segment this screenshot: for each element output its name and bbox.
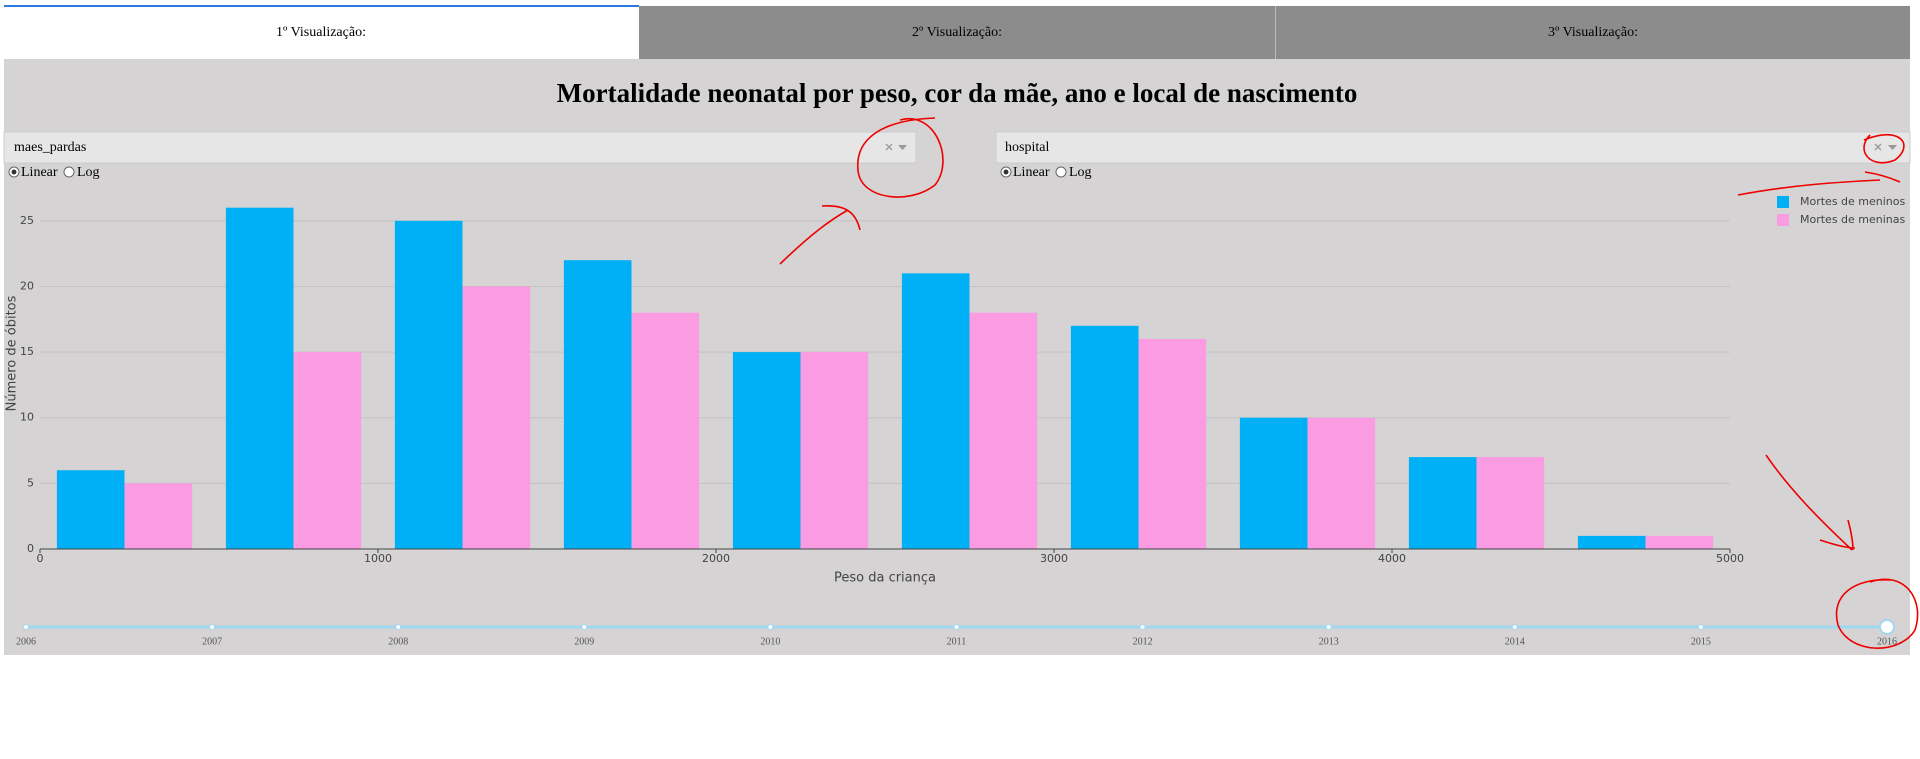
slider-label: 2014 <box>1505 636 1525 647</box>
tab-label: 3º Visualização: <box>1548 25 1638 40</box>
x-tick-label: 2000 <box>702 552 730 565</box>
tab[interactable] <box>1276 6 1910 59</box>
bar <box>394 220 463 549</box>
annotations <box>779 117 1919 649</box>
bar <box>462 286 531 549</box>
x-tick-label: 5000 <box>1716 552 1744 565</box>
x-tick-label: 0 <box>37 552 44 565</box>
y-tick-label: 15 <box>20 345 34 358</box>
dropdown-value: hospital <box>1005 140 1049 155</box>
slider-label: 2007 <box>202 636 222 647</box>
slider-dot <box>953 624 960 630</box>
bar <box>1307 417 1376 549</box>
bar <box>1645 535 1714 549</box>
bar <box>631 312 700 549</box>
x-axis-label: Peso da criança <box>834 571 936 586</box>
legend-label: Mortes de meninas <box>1800 213 1906 226</box>
slider-label: 2011 <box>947 636 967 647</box>
radio-label: Log <box>1069 165 1092 180</box>
slider-dot <box>1511 624 1518 630</box>
y-tick-label: 25 <box>20 214 34 227</box>
dropdown[interactable] <box>3 131 917 164</box>
bar <box>1138 338 1207 549</box>
legend-label: Mortes de meninos <box>1800 195 1906 208</box>
x-tick-label: 1000 <box>364 552 392 565</box>
clear-icon[interactable] <box>1874 143 1882 151</box>
bar <box>1239 417 1308 549</box>
slider-label: 2015 <box>1691 636 1711 647</box>
bar <box>56 470 125 549</box>
slider-label: 2006 <box>16 636 36 647</box>
radio-label: Linear <box>21 165 58 180</box>
clear-icon[interactable] <box>885 143 893 151</box>
slider-label: 2008 <box>388 636 408 647</box>
slider-handle[interactable] <box>1879 619 1895 635</box>
annotation-circle <box>1863 134 1905 164</box>
bar <box>124 483 193 549</box>
arrow-icon[interactable] <box>1888 145 1897 150</box>
dropdown-value: maes_pardas <box>14 140 86 155</box>
slider-dot <box>1325 624 1332 630</box>
bar <box>225 207 294 549</box>
tab[interactable] <box>639 6 1275 59</box>
bar <box>732 352 801 549</box>
bar <box>1476 457 1545 549</box>
y-tick-label: 0 <box>27 542 34 555</box>
radio-dot <box>11 169 17 175</box>
slider-dot <box>1139 624 1146 630</box>
slider-dot <box>767 624 774 630</box>
tab-label: 1º Visualização: <box>276 25 366 40</box>
bar <box>563 260 632 549</box>
dropdown[interactable] <box>995 131 1911 164</box>
y-tick-label: 20 <box>20 279 34 292</box>
radio[interactable] <box>1055 166 1067 178</box>
annotation-circle <box>1835 578 1919 649</box>
bar <box>901 273 970 549</box>
annotation-arrow <box>1765 454 1856 551</box>
annotation-arrow <box>1737 171 1901 196</box>
tab-active[interactable] <box>4 6 639 59</box>
chart: 0 5 10 15 20 25 0 1000 2000 3000 4000 5000 Peso da c… <box>5 195 1906 586</box>
bar <box>800 352 869 549</box>
slider-label: 2010 <box>760 636 780 647</box>
legend-swatch <box>1777 214 1789 226</box>
annotation-circle <box>857 117 944 198</box>
radio-label: Log <box>77 165 100 180</box>
slider-label: 2012 <box>1133 636 1153 647</box>
x-tick-label: 3000 <box>1040 552 1068 565</box>
slider-dot <box>581 624 588 630</box>
slider-dot <box>1697 624 1704 630</box>
page-title: Mortalidade neonatal por peso, cor da mã… <box>557 78 1358 108</box>
radio-label: Linear <box>1013 165 1050 180</box>
bar <box>969 312 1038 549</box>
y-tick-label: 10 <box>20 411 34 424</box>
tab-label: 2º Visualização: <box>912 25 1002 40</box>
slider-dot <box>209 624 216 630</box>
bar <box>293 352 362 549</box>
slider-label: 2016 <box>1877 636 1897 647</box>
slider: 2006 2007 2008 2009 2010 2011 2012 2013 2014 2015… <box>16 619 1897 647</box>
slider-dot <box>23 624 29 630</box>
bar <box>1408 457 1477 549</box>
radio[interactable] <box>63 166 75 178</box>
bar <box>1070 325 1139 549</box>
y-axis-label: Número de óbitos <box>5 295 20 411</box>
annotation-arrow <box>779 205 861 265</box>
legend-swatch <box>1777 196 1789 208</box>
arrow-icon[interactable] <box>898 145 907 150</box>
radio-dot <box>1003 169 1009 175</box>
x-tick-label: 4000 <box>1378 552 1406 565</box>
slider-dot <box>395 624 402 630</box>
slider-label: 2013 <box>1319 636 1339 647</box>
y-tick-label: 5 <box>27 476 34 489</box>
slider-label: 2009 <box>574 636 594 647</box>
bar <box>1577 535 1646 549</box>
